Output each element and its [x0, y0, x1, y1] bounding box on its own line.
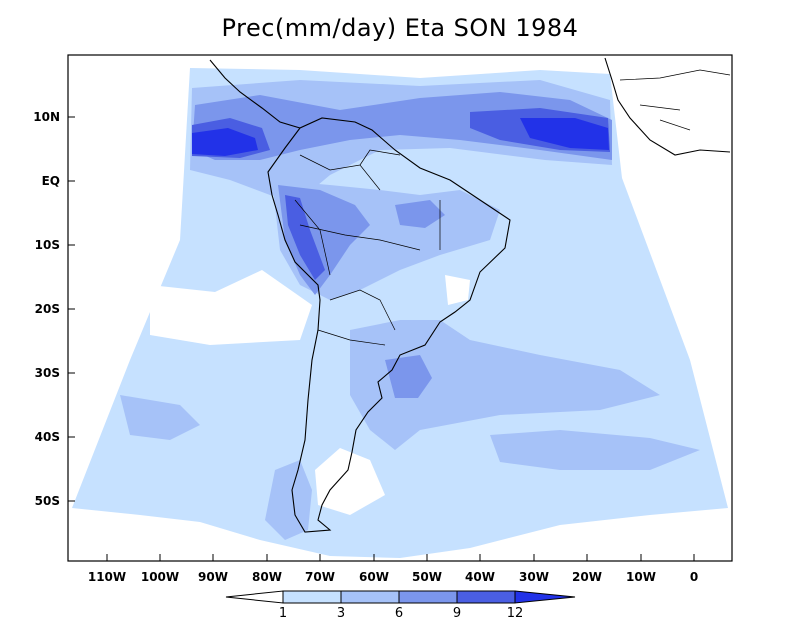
- precip-level-3-6-chile: [265, 460, 312, 540]
- africa-borders: [619, 69, 731, 131]
- lon-tick-label: 100W: [141, 570, 179, 584]
- lon-tick-label: 40W: [465, 570, 495, 584]
- latitude-axis: 10N EQ 10S 20S 30S 40S 50S: [33, 110, 75, 508]
- colorbar: 1 3 6 9 12: [225, 590, 576, 618]
- lat-tick-label: 10N: [33, 110, 60, 124]
- precip-dry-area-south: [315, 448, 385, 515]
- south-america-coast: [267, 117, 511, 533]
- colorbar-segment: [340, 590, 400, 604]
- lat-tick-label: 50S: [35, 494, 60, 508]
- precip-dry-area: [150, 270, 312, 345]
- country-borders: [294, 149, 441, 346]
- colorbar-label: 3: [337, 606, 345, 618]
- colorbar-segment: [225, 590, 284, 604]
- precip-level-3-6-atlantic: [490, 430, 700, 470]
- coastlines: [209, 57, 731, 533]
- colorbar-segment: [398, 590, 458, 604]
- colorbar-segment: [282, 590, 342, 604]
- central-america-coast: [209, 59, 301, 129]
- lon-tick-label: 0: [690, 570, 698, 584]
- precip-level-6-9-brazil: [395, 200, 445, 228]
- lon-tick-label: 20W: [572, 570, 602, 584]
- lon-tick-label: 10W: [626, 570, 656, 584]
- longitude-axis: 110W 100W 90W 80W 70W 60W 50W 40W 30W 20…: [88, 554, 698, 584]
- lon-tick-label: 70W: [305, 570, 335, 584]
- colorbar-label: 9: [453, 606, 461, 618]
- colorbar-label: 12: [507, 606, 524, 618]
- lon-tick-label: 30W: [519, 570, 549, 584]
- lon-tick-label: 110W: [88, 570, 126, 584]
- precip-level-3-6-pacific: [120, 395, 200, 440]
- lat-tick-label: 40S: [35, 430, 60, 444]
- africa-coast: [604, 57, 731, 156]
- lat-tick-label: 10S: [35, 238, 60, 252]
- map-title: Prec(mm/day) Eta SON 1984: [221, 14, 579, 42]
- lon-tick-label: 60W: [359, 570, 389, 584]
- lat-tick-label: 30S: [35, 366, 60, 380]
- colorbar-segment: [514, 590, 576, 604]
- precip-level-12-plus: [192, 128, 258, 156]
- precip-level-3-6-southeast: [350, 320, 660, 450]
- lon-tick-label: 90W: [198, 570, 228, 584]
- lat-tick-label: EQ: [42, 174, 60, 188]
- precip-level-6-9-itcz: [192, 92, 612, 160]
- precip-level-6-9-uruguay: [385, 355, 432, 398]
- precip-dry-area-east: [445, 275, 470, 305]
- map-frame: [67, 54, 733, 562]
- lat-tick-label: 20S: [35, 302, 60, 316]
- colorbar-segment: [456, 590, 516, 604]
- precip-level-12-plus-atlantic: [520, 118, 609, 150]
- colorbar-label: 6: [395, 606, 403, 618]
- precipitation-field: [72, 68, 728, 558]
- precip-level-9-12-andes: [285, 195, 325, 280]
- colorbar-label: 1: [279, 606, 287, 618]
- lon-tick-label: 80W: [252, 570, 282, 584]
- lon-tick-label: 50W: [412, 570, 442, 584]
